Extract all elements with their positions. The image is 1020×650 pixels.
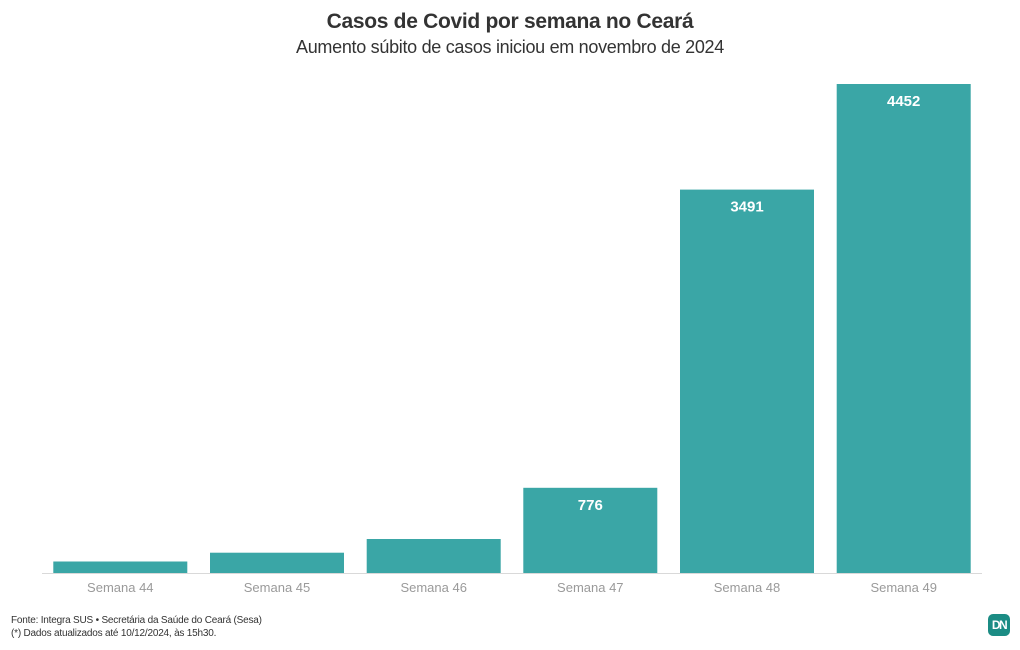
data-label-semana-47: 776 bbox=[578, 497, 603, 514]
dn-logo-icon: DN bbox=[988, 614, 1010, 636]
source-note: Fonte: Integra SUS • Secretária da Saúde… bbox=[11, 615, 262, 626]
update-note: (*) Dados atualizados até 10/12/2024, às… bbox=[11, 628, 217, 639]
x-tick-label: Semana 44 bbox=[87, 580, 154, 595]
chart-subtitle: Aumento súbito de casos iniciou em novem… bbox=[296, 37, 724, 57]
data-label-semana-48: 3491 bbox=[730, 199, 763, 216]
bar-semana-45 bbox=[210, 552, 344, 573]
bar-semana-49 bbox=[836, 84, 971, 573]
x-tick-label: Semana 48 bbox=[714, 580, 781, 595]
bar-semana-44 bbox=[53, 561, 188, 573]
bar-semana-47 bbox=[523, 487, 658, 573]
bar-semana-48 bbox=[680, 189, 814, 573]
x-tick-label: Semana 49 bbox=[870, 580, 937, 595]
x-tick-label: Semana 46 bbox=[400, 580, 467, 595]
chart-footer: Fonte: Integra SUS • Secretária da Saúde… bbox=[11, 614, 262, 640]
bar-semana-46 bbox=[366, 539, 501, 573]
chart-title: Casos de Covid por semana no Ceará bbox=[326, 10, 694, 33]
data-label-semana-49: 4452 bbox=[887, 93, 920, 110]
x-tick-label: Semana 45 bbox=[244, 580, 311, 595]
x-tick-label: Semana 47 bbox=[557, 580, 624, 595]
